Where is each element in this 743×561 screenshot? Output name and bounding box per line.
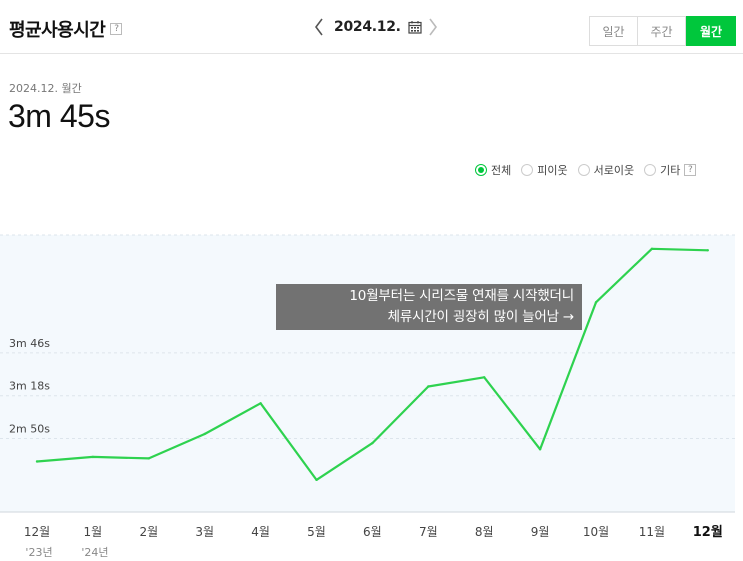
legend-label: 서로이웃 (593, 164, 635, 177)
data-point (203, 432, 206, 436)
chevron-left-icon (315, 18, 323, 36)
legend-label: 피이웃 (537, 164, 568, 177)
data-point (483, 376, 486, 379)
x-tick-label: 7월 (419, 525, 438, 539)
x-tick-label: 9월 (531, 525, 550, 539)
data-point (650, 247, 654, 250)
legend-item-neighbor[interactable]: 피이웃 (521, 162, 568, 178)
data-point (147, 457, 150, 460)
chart-annotation: 10월부터는 시리즈물 연재를 시작했더니 체류시간이 굉장히 많이 늘어남 → (276, 284, 582, 330)
x-tick-label: 2월 (139, 525, 158, 539)
x-year-label: '23년 (25, 546, 52, 559)
data-point (259, 402, 262, 405)
x-tick-label: 6월 (363, 525, 382, 539)
x-tick-label: 8월 (475, 525, 494, 539)
x-tick-label: 12월 (693, 524, 723, 540)
next-month-button[interactable] (426, 14, 440, 40)
radio-icon (521, 164, 534, 176)
radio-selected-icon (475, 164, 487, 176)
annotation-line-2: 체류시간이 굉장히 많이 늘어남 → (387, 309, 575, 325)
y-tick-label: 3m 46s (9, 337, 50, 350)
data-point (35, 460, 39, 463)
chevron-right-icon (429, 18, 437, 36)
radio-icon (577, 164, 590, 176)
y-tick-label: 3m 18s (9, 380, 50, 393)
date-label: 2024.12. (334, 19, 401, 35)
page-title: 평균사용시간? (9, 16, 123, 42)
plot-background (0, 235, 735, 512)
x-year-label: '24년 (81, 546, 108, 559)
help-icon[interactable]: ? (684, 164, 697, 176)
data-point (706, 249, 709, 252)
legend-item-mutual-neighbor[interactable]: 서로이웃 (577, 162, 635, 178)
legend-item-other[interactable]: 기타 ? (644, 162, 697, 178)
x-tick-label: 3월 (195, 525, 214, 539)
data-point (427, 385, 430, 388)
x-tick-label: 1월 (84, 525, 103, 539)
help-icon[interactable]: ? (110, 23, 123, 35)
calendar-icon[interactable] (408, 20, 422, 34)
x-tick-label: 11월 (639, 525, 665, 539)
line-chart: 2m 50s 3m 18s 3m 46s 12월 '23년 1월 '24년 2월 3월 4월 5월 6… (0, 225, 743, 561)
data-point (315, 478, 318, 482)
period-tabs: 일간 주간 월간 (589, 16, 736, 46)
date-navigator: 2024.12. (312, 14, 440, 40)
average-time-value: 3m 45s (8, 98, 110, 134)
annotation-line-1: 10월부터는 시리즈물 연재를 시작했더니 (349, 288, 574, 304)
x-tick-label: 4월 (251, 525, 270, 539)
data-point (594, 301, 598, 304)
period-label: 2024.12. 월간 (9, 82, 82, 95)
tab-daily[interactable]: 일간 (590, 17, 638, 45)
legend: 전체 피이웃 서로이웃 기타 ? (475, 162, 697, 178)
data-point (91, 455, 95, 459)
header: 평균사용시간? 2024.12. 일간 주간 월간 (0, 0, 743, 54)
legend-label: 전체 (491, 164, 512, 177)
legend-item-all[interactable]: 전체 (475, 162, 511, 178)
legend-label: 기타 (660, 164, 681, 177)
x-tick-label: 12월 (24, 525, 50, 539)
radio-icon (644, 164, 657, 176)
x-tick-label: 10월 (583, 525, 609, 539)
tab-weekly[interactable]: 주간 (638, 17, 686, 45)
chart-svg: 2m 50s 3m 18s 3m 46s 12월 '23년 1월 '24년 2월 3월 4월 5월 6… (0, 234, 735, 559)
y-tick-label: 2m 50s (9, 423, 50, 436)
prev-month-button[interactable] (312, 14, 326, 40)
data-point (371, 441, 374, 445)
data-point (538, 448, 542, 451)
tab-monthly[interactable]: 월간 (686, 16, 736, 46)
x-tick-label: 5월 (307, 525, 326, 539)
